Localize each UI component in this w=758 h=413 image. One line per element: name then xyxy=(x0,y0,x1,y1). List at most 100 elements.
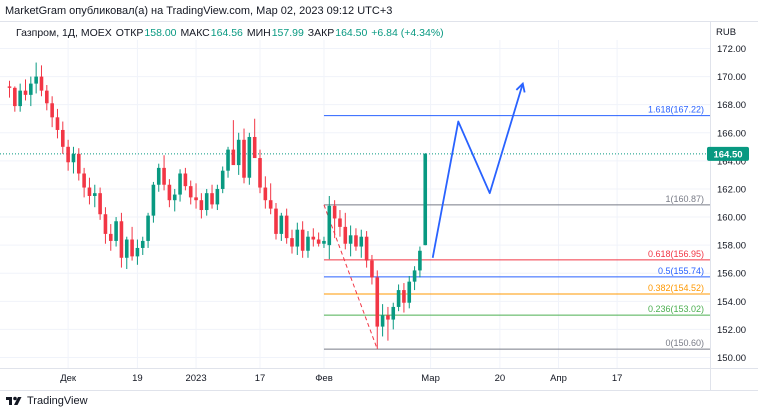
candle-body xyxy=(162,167,166,185)
candle-body xyxy=(50,103,54,118)
forecast-arrowhead xyxy=(515,81,526,93)
open-value: 158.00 xyxy=(144,27,177,39)
candle-body xyxy=(311,236,316,240)
candle-body xyxy=(45,90,49,104)
candle-body xyxy=(322,240,326,244)
candle-body xyxy=(18,90,22,107)
candle-body xyxy=(183,173,188,187)
candle-body xyxy=(13,87,17,107)
candle-body xyxy=(343,226,348,244)
fib-level-label: 0.5(155.74) xyxy=(658,266,704,276)
candle-body xyxy=(29,83,33,95)
y-tick-label: 162.00 xyxy=(717,184,746,195)
candle-body xyxy=(194,197,198,201)
candle-body xyxy=(204,193,209,211)
candle-body xyxy=(140,240,145,248)
candle-body xyxy=(55,117,60,130)
x-tick-label: Дек xyxy=(60,373,77,384)
candle-body xyxy=(87,187,92,196)
fib-level-label: 1(160.87) xyxy=(665,194,704,204)
fib-level-label: 0(150.60) xyxy=(665,338,704,348)
candle-body xyxy=(348,235,353,244)
candle-body xyxy=(407,281,412,303)
tradingview-logo-icon xyxy=(6,396,22,405)
x-tick-label: 17 xyxy=(255,373,266,384)
y-tick-label: 158.00 xyxy=(717,241,746,252)
candle-body xyxy=(61,129,65,147)
symbol-name[interactable]: Газпром, 1Д, MOEX xyxy=(16,27,112,39)
candle-body xyxy=(220,170,225,189)
candle-body xyxy=(124,239,129,258)
candle-body xyxy=(103,214,108,234)
last-price-tag xyxy=(707,146,749,161)
candle-body xyxy=(418,250,422,271)
low-value: 157.99 xyxy=(271,27,304,39)
candle-body xyxy=(156,167,161,185)
candle-body xyxy=(236,139,241,166)
candle-body xyxy=(119,221,124,258)
candle-body xyxy=(92,193,97,196)
candle-body xyxy=(300,229,305,251)
candle-body xyxy=(279,215,284,234)
candle-body xyxy=(135,247,140,257)
footer-brand[interactable]: TradingView xyxy=(6,395,88,407)
fib-level-label: 0.382(154.52) xyxy=(648,283,704,293)
candle-body xyxy=(167,184,172,201)
candle-body xyxy=(242,139,246,178)
x-tick-label: 19 xyxy=(132,373,143,384)
publication-header: MarketGram опубликовал(а) на TradingView… xyxy=(5,5,393,17)
y-tick-label: 150.00 xyxy=(717,353,746,364)
candle-body xyxy=(306,236,310,251)
x-tick-label: 17 xyxy=(612,373,623,384)
forecast-line xyxy=(431,83,524,258)
fib-swing-line xyxy=(323,204,378,350)
candle-body xyxy=(386,315,390,320)
y-tick-label: 172.00 xyxy=(717,44,746,55)
candle-body xyxy=(23,90,28,95)
candlestick-series xyxy=(7,62,428,350)
y-tick-label: 164.00 xyxy=(717,156,746,167)
candle-body xyxy=(210,193,214,205)
candle-body xyxy=(380,315,385,327)
candle-body xyxy=(226,149,230,171)
forecast-path xyxy=(431,81,526,258)
candle-body xyxy=(332,205,337,219)
candle-body xyxy=(231,149,236,166)
close-label: ЗАКР xyxy=(307,27,335,39)
candle-body xyxy=(375,277,380,327)
low-label: МИН xyxy=(246,27,271,39)
chart-grid xyxy=(0,40,710,368)
candle-body xyxy=(76,153,81,174)
candle-body xyxy=(146,215,150,241)
candle-body xyxy=(359,236,364,247)
candle-body xyxy=(199,200,204,211)
candle-body xyxy=(412,270,417,282)
candle-body xyxy=(66,146,70,163)
y-tick-label: 156.00 xyxy=(717,269,746,280)
x-tick-label: 2023 xyxy=(185,373,206,384)
y-tick-label: 152.00 xyxy=(717,325,746,336)
candle-body xyxy=(263,187,268,201)
symbol-legend: Газпром, 1Д, MOEX ОТКР158.00 МАКС164.56 … xyxy=(16,27,445,39)
candle-body xyxy=(71,153,76,163)
close-value: 164.50 xyxy=(335,27,368,39)
candle-body xyxy=(215,188,220,205)
x-tick-label: Фев xyxy=(315,373,333,384)
y-tick-label: 154.00 xyxy=(717,297,746,308)
candle-body xyxy=(98,193,102,215)
high-label: МАКС xyxy=(180,27,210,39)
fib-level-label: 1.618(167.22) xyxy=(648,105,704,115)
x-tick-label: 20 xyxy=(495,373,506,384)
candle-body xyxy=(39,76,44,91)
high-value: 164.56 xyxy=(210,27,243,39)
candle-body xyxy=(252,136,257,159)
candle-body xyxy=(258,158,262,188)
currency-label: RUB xyxy=(716,27,736,38)
y-tick-label: 160.00 xyxy=(717,213,746,224)
candle-body xyxy=(34,76,38,84)
candle-body xyxy=(316,239,321,244)
candle-body xyxy=(391,306,396,320)
candle-body xyxy=(295,229,300,247)
candle-body xyxy=(396,290,401,307)
